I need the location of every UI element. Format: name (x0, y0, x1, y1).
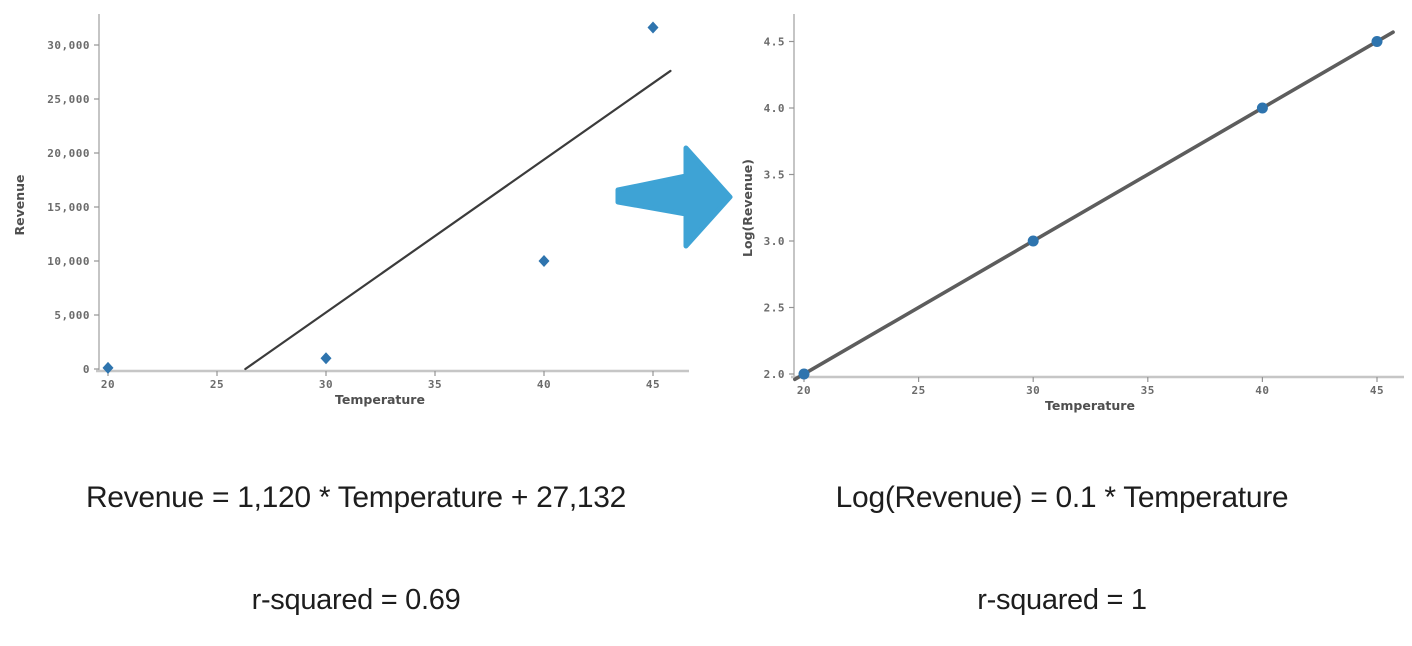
y-tick-label: 3.0 (764, 235, 785, 248)
x-axis-title: Temperature (1045, 398, 1135, 413)
right-chart-equation: Log(Revenue) = 0.1 * Temperature (835, 481, 1289, 514)
y-axis-title: Revenue (12, 174, 27, 235)
y-tick-label: 4.0 (764, 102, 785, 115)
data-point (538, 255, 550, 267)
y-tick-label: 2.5 (764, 302, 785, 315)
data-point (102, 361, 114, 374)
y-tick-label: 4.5 (764, 36, 785, 49)
y-tick-label: 25,000 (47, 93, 90, 106)
x-tick-label: 30 (319, 378, 333, 391)
right-chart-r-squared: r-squared = 1 (977, 584, 1147, 616)
y-tick-label: 5,000 (54, 309, 90, 322)
y-tick-label: 10,000 (47, 255, 90, 268)
transform-arrow-icon (615, 145, 733, 249)
left-chart-r-squared: r-squared = 0.69 (251, 584, 461, 616)
y-axis-title: Log(Revenue) (740, 159, 755, 257)
data-point (798, 368, 810, 380)
x-tick-label: 25 (210, 378, 224, 391)
trend-line (244, 69, 672, 371)
x-axis-title: Temperature (335, 392, 425, 407)
x-tick-label: 45 (1370, 384, 1384, 397)
x-tick-label: 20 (797, 384, 811, 397)
x-tick-label: 35 (428, 378, 442, 391)
left-chart-equation: Revenue = 1,120 * Temperature + 27,132 (85, 481, 627, 514)
x-tick-label: 30 (1026, 384, 1040, 397)
y-tick-label: 0 (83, 363, 90, 376)
trend-line (793, 30, 1395, 382)
data-point (1027, 235, 1039, 247)
x-tick-label: 20 (101, 378, 115, 391)
x-tick-label: 45 (646, 378, 660, 391)
y-tick-label: 2.0 (764, 368, 785, 381)
y-tick-label: 15,000 (47, 201, 90, 214)
data-point (320, 352, 332, 365)
charts-canvas: 20 25 30 35 40 45 0 5,000 10,000 15,000 20,000 25,0… (12, 14, 1404, 413)
x-tick-label: 25 (911, 384, 925, 397)
data-point (1371, 36, 1383, 47)
data-point (1256, 102, 1268, 114)
right-arrow-shape (615, 145, 733, 249)
x-tick-label: 40 (537, 378, 551, 391)
y-tick-label: 20,000 (47, 147, 90, 160)
data-point (647, 21, 659, 34)
y-tick-label: 30,000 (47, 39, 90, 52)
y-tick-label: 3.5 (764, 169, 785, 182)
x-tick-label: 35 (1141, 384, 1155, 397)
x-tick-label: 40 (1255, 384, 1269, 397)
